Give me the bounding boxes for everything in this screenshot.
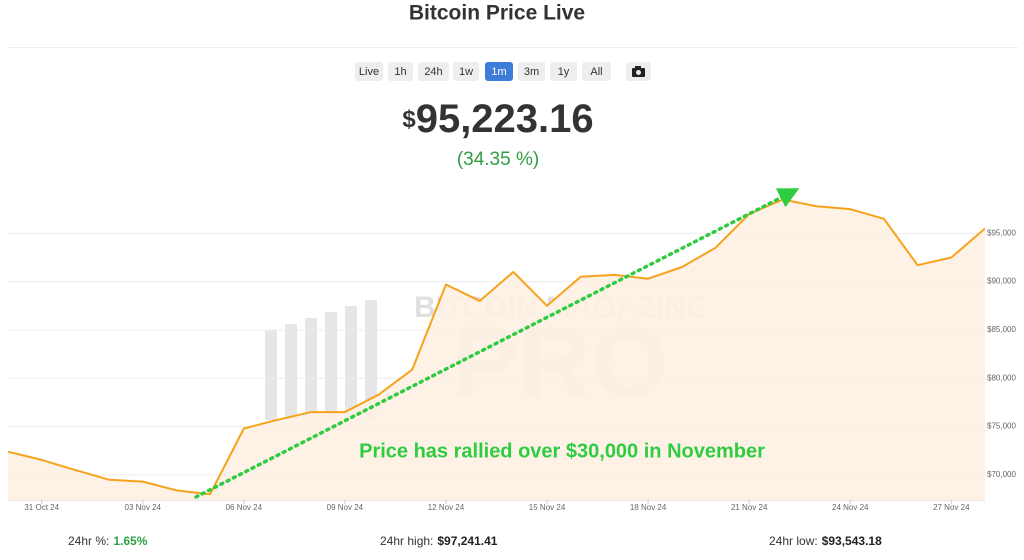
x-tick-label: 31 Oct 24 <box>24 503 59 512</box>
range-button-label[interactable]: 1w <box>459 66 473 78</box>
x-tick-label: 03 Nov 24 <box>125 503 162 512</box>
stat: 24hr high: $97,241.41 <box>380 534 498 548</box>
price-line <box>7 198 986 496</box>
y-tick-label: $95,000 <box>987 228 1016 237</box>
range-button[interactable] <box>582 62 611 81</box>
stats: 24hr %: 1.65% 24hr high: $97,241.41 24hr low… <box>68 534 882 548</box>
stat-label: 24hr low: <box>769 534 818 548</box>
range-button[interactable] <box>388 62 413 81</box>
x-tick-label: 06 Nov 24 <box>226 503 263 512</box>
y-tick-label: $90,000 <box>987 277 1016 286</box>
watermark-logo-bar <box>285 324 297 420</box>
range-button-label[interactable]: All <box>590 66 602 78</box>
watermark-logo-bar <box>345 306 357 420</box>
stat: 24hr low: $93,543.18 <box>769 534 882 548</box>
range-button[interactable] <box>518 62 545 81</box>
y-tick-label: $85,000 <box>987 325 1016 334</box>
x-tick-label: 18 Nov 24 <box>630 503 667 512</box>
range-button-label[interactable]: 1y <box>558 66 570 78</box>
y-tick-label: $75,000 <box>987 422 1016 431</box>
watermark-logo-bar <box>305 318 317 420</box>
stat-value: $97,241.41 <box>437 534 497 548</box>
x-tick-label: 21 Nov 24 <box>731 503 768 512</box>
page-title: Bitcoin Price Live <box>409 2 585 25</box>
x-tick-label: 12 Nov 24 <box>428 503 465 512</box>
range-button[interactable] <box>355 62 383 81</box>
range-button[interactable] <box>485 62 513 81</box>
stat-label: 24hr high: <box>380 534 433 548</box>
stat-value: $93,543.18 <box>822 534 882 548</box>
range-button[interactable] <box>453 62 479 81</box>
range-button-label[interactable]: Live <box>359 66 379 78</box>
stat-value: 1.65% <box>113 534 147 548</box>
stat-label: 24hr %: <box>68 534 109 548</box>
range-button-label[interactable]: 24h <box>424 66 442 78</box>
x-tick-label: 15 Nov 24 <box>529 503 566 512</box>
watermark-logo-bar <box>265 330 277 420</box>
price: $95,223.16 <box>402 97 593 141</box>
price-change: (34.35 %) <box>457 149 539 170</box>
range-button-label[interactable]: 3m <box>524 66 539 78</box>
camera-button[interactable] <box>626 62 651 81</box>
stat: 24hr %: 1.65% <box>68 534 148 548</box>
price-amount: 95,223.16 <box>416 97 594 141</box>
y-tick-label: $70,000 <box>987 470 1016 479</box>
annotation-arrow <box>194 188 800 499</box>
x-tick-label: 09 Nov 24 <box>327 503 364 512</box>
range-button-label[interactable]: 1m <box>491 66 506 78</box>
x-tick-label: 24 Nov 24 <box>832 503 869 512</box>
price-area <box>8 199 985 500</box>
price-currency: $ <box>402 106 416 133</box>
range-buttons: Live 1h 24h 1w 1m 3m 1y All <box>355 62 611 81</box>
x-tick-label: 27 Nov 24 <box>933 503 970 512</box>
watermark-logo-bar <box>325 312 337 420</box>
range-button-label[interactable]: 1h <box>394 66 406 78</box>
chart: BITCOIN MAGAZINEPRO$70,000$75,000$80,000… <box>7 188 1016 512</box>
range-button[interactable] <box>418 62 449 81</box>
panel-top-border <box>8 47 1018 48</box>
annotation: Price has rallied over $30,000 in Novemb… <box>359 440 765 462</box>
y-tick-label: $80,000 <box>987 373 1016 382</box>
range-button[interactable] <box>550 62 577 81</box>
